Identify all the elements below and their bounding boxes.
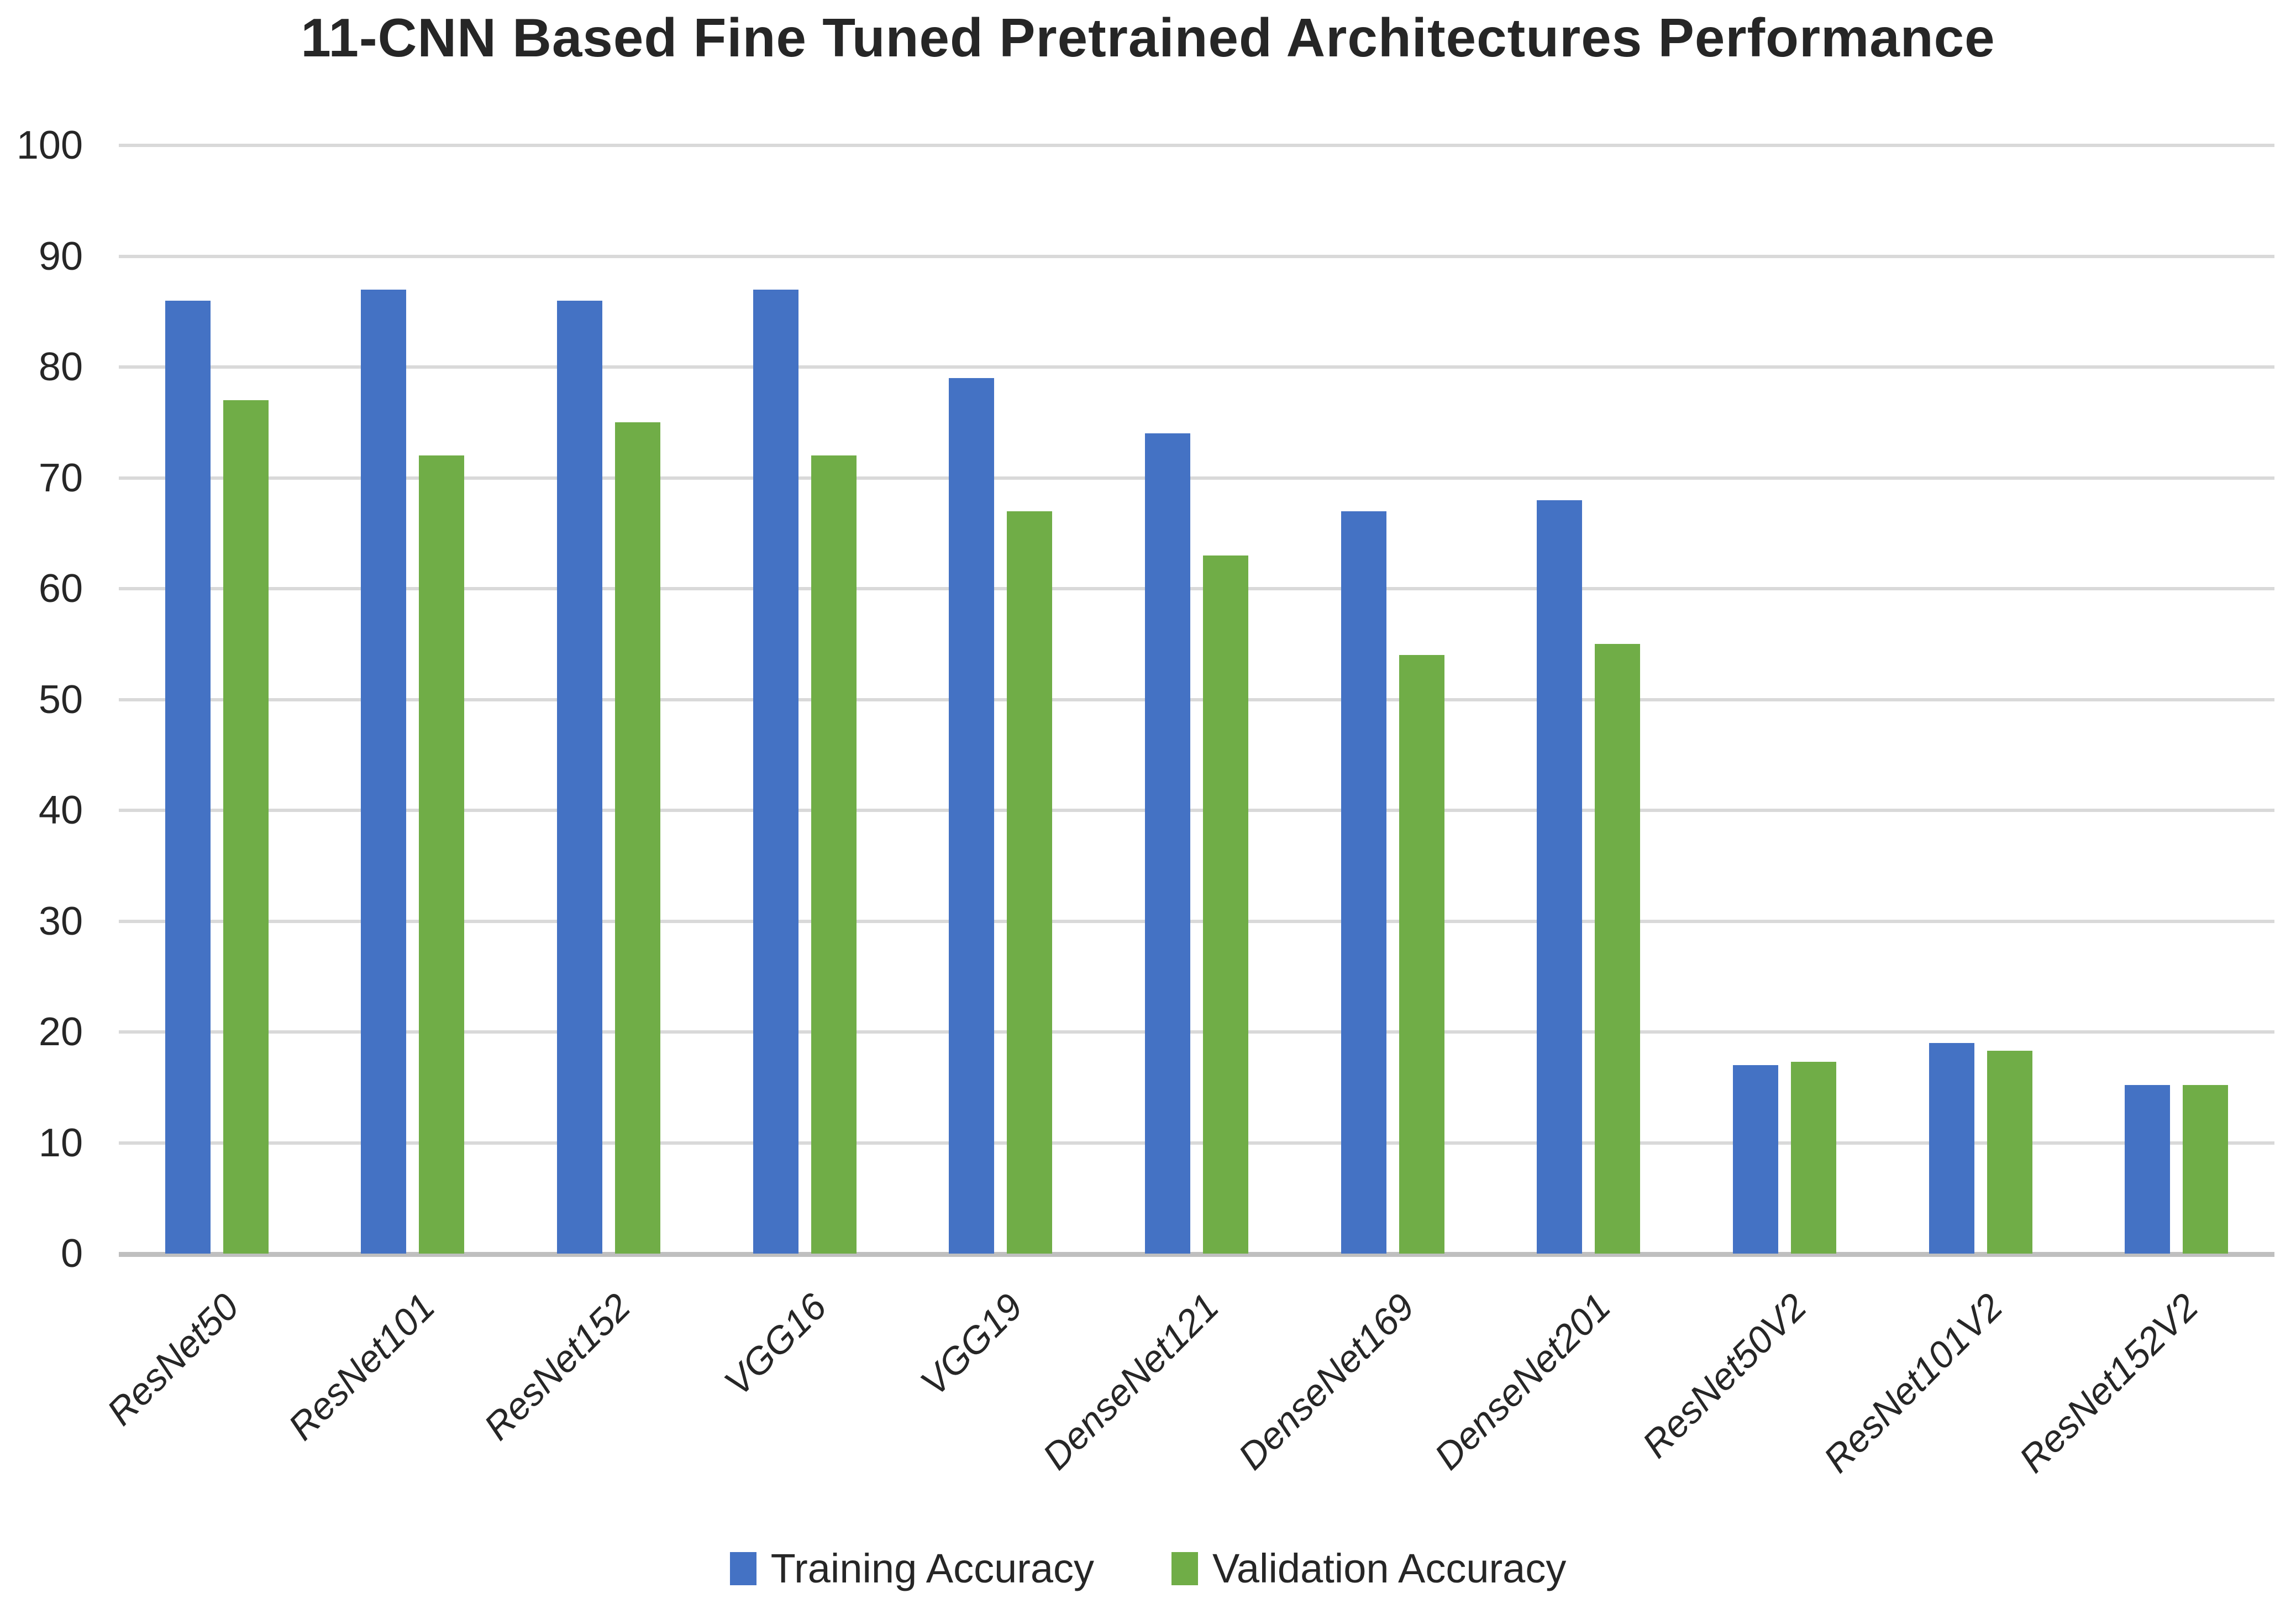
x-category-label-resnet50v2: ResNet50V2 [1634, 1285, 1815, 1466]
y-tick-label-30: 30 [38, 899, 83, 944]
bar-training-accuracy-vgg19 [949, 378, 995, 1254]
x-category-label-densenet121: DenseNet121 [1034, 1285, 1227, 1478]
legend-item-validation-accuracy: Validation Accuracy [1171, 1545, 1566, 1592]
x-category-label-resnet101: ResNet101 [280, 1285, 443, 1449]
legend-label-training-accuracy: Training Accuracy [770, 1545, 1095, 1591]
y-tick-label-0: 0 [60, 1231, 83, 1276]
bar-group-densenet169 [1295, 145, 1491, 1254]
x-category-label-vgg19: VGG19 [912, 1285, 1031, 1404]
bar-validation-accuracy-vgg16 [811, 455, 857, 1254]
gridline-100 [119, 144, 2274, 147]
y-tick-label-100: 100 [16, 123, 83, 167]
y-tick-label-80: 80 [38, 345, 83, 389]
gridline-70 [119, 476, 2274, 480]
y-tick-label-50: 50 [38, 677, 83, 722]
x-category-label-resnet101v2: ResNet101V2 [1815, 1285, 2011, 1481]
x-category-label-resnet152: ResNet152 [476, 1285, 639, 1449]
bar-group-resnet152v2 [2078, 145, 2274, 1254]
bar-training-accuracy-densenet201 [1537, 500, 1583, 1254]
gridline-30 [119, 919, 2274, 923]
legend: Training Accuracy Validation Accuracy [0, 1545, 2296, 1592]
bar-training-accuracy-resnet50 [165, 300, 211, 1254]
y-tick-label-40: 40 [38, 788, 83, 832]
plot-area [119, 144, 2274, 1257]
bar-validation-accuracy-resnet101v2 [1987, 1051, 2032, 1254]
bar-validation-accuracy-resnet50v2 [1790, 1062, 1836, 1254]
bar-group-resnet152 [511, 145, 707, 1254]
x-category-label-resnet50: ResNet50 [99, 1285, 247, 1434]
bar-group-vgg16 [707, 145, 903, 1254]
bar-validation-accuracy-densenet169 [1399, 655, 1444, 1254]
gridline-60 [119, 587, 2274, 590]
y-tick-label-70: 70 [38, 455, 83, 500]
x-category-label-resnet152v2: ResNet152V2 [2011, 1285, 2207, 1481]
y-tick-label-10: 10 [38, 1120, 83, 1165]
gridline-20 [119, 1030, 2274, 1034]
chart-title: 11-CNN Based Fine Tuned Pretrained Archi… [301, 7, 1995, 68]
bar-group-densenet201 [1490, 145, 1686, 1254]
bar-validation-accuracy-vgg19 [1007, 511, 1053, 1254]
gridline-10 [119, 1141, 2274, 1145]
legend-swatch-validation-accuracy [1171, 1552, 1199, 1585]
x-category-label-vgg16: VGG16 [716, 1285, 835, 1404]
legend-item-training-accuracy: Training Accuracy [729, 1545, 1095, 1592]
bar-group-resnet50v2 [1686, 145, 1883, 1254]
bar-group-resnet101v2 [1883, 145, 2079, 1254]
x-category-label-densenet201: DenseNet201 [1426, 1285, 1619, 1478]
legend-label-validation-accuracy: Validation Accuracy [1212, 1545, 1567, 1591]
bar-training-accuracy-vgg16 [753, 289, 798, 1254]
bar-group-vgg19 [903, 145, 1099, 1254]
y-tick-label-90: 90 [38, 234, 83, 279]
x-category-label-densenet169: DenseNet169 [1230, 1285, 1423, 1478]
bar-training-accuracy-resnet50v2 [1732, 1065, 1778, 1254]
bar-validation-accuracy-densenet121 [1202, 555, 1248, 1254]
y-tick-label-20: 20 [38, 1010, 83, 1054]
bar-validation-accuracy-resnet50 [223, 400, 269, 1254]
bar-training-accuracy-resnet152 [557, 300, 603, 1254]
bar-validation-accuracy-resnet152v2 [2183, 1085, 2229, 1254]
gridline-80 [119, 365, 2274, 369]
gridline-90 [119, 254, 2274, 258]
gridline-50 [119, 698, 2274, 701]
bar-validation-accuracy-densenet201 [1595, 644, 1641, 1254]
bar-training-accuracy-densenet169 [1341, 511, 1386, 1254]
bar-group-densenet121 [1099, 145, 1295, 1254]
bar-training-accuracy-resnet101 [361, 289, 407, 1254]
bar-training-accuracy-resnet101v2 [1929, 1043, 1974, 1254]
legend-swatch-training-accuracy [729, 1552, 756, 1585]
bar-training-accuracy-densenet121 [1144, 433, 1190, 1254]
y-tick-label-60: 60 [38, 567, 83, 611]
bar-group-resnet50 [119, 145, 315, 1254]
bar-group-resnet101 [315, 145, 511, 1254]
bar-training-accuracy-resnet152v2 [2125, 1085, 2171, 1254]
gridline-40 [119, 809, 2274, 812]
bar-validation-accuracy-resnet152 [615, 422, 661, 1254]
x-axis-line [119, 1252, 2274, 1257]
bar-validation-accuracy-resnet101 [419, 455, 465, 1254]
